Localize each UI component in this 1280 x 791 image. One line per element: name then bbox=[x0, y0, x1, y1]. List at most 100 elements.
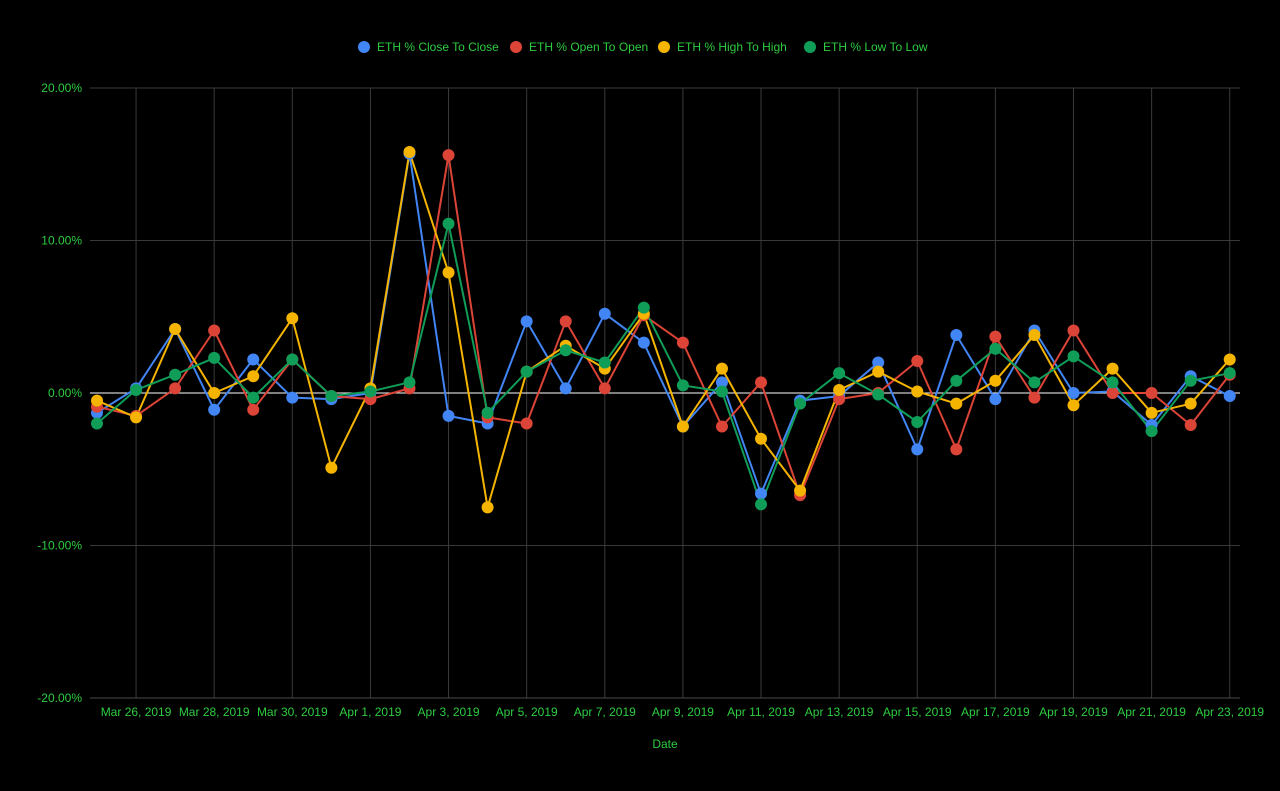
y-tick-label: 20.00% bbox=[41, 81, 82, 95]
data-point-series-2[interactable] bbox=[1028, 391, 1041, 404]
data-point-series-1[interactable] bbox=[598, 307, 611, 320]
data-point-series-3[interactable] bbox=[286, 312, 299, 325]
data-point-series-4[interactable] bbox=[442, 217, 455, 230]
data-point-series-1[interactable] bbox=[989, 393, 1002, 406]
data-point-series-2[interactable] bbox=[950, 443, 963, 456]
data-point-series-4[interactable] bbox=[559, 344, 572, 357]
legend-item[interactable]: ETH % Low To Low bbox=[804, 40, 928, 54]
data-point-series-3[interactable] bbox=[989, 374, 1002, 387]
data-point-series-4[interactable] bbox=[130, 383, 143, 396]
data-point-series-2[interactable] bbox=[1145, 387, 1158, 399]
data-point-series-3[interactable] bbox=[911, 385, 924, 398]
data-point-series-2[interactable] bbox=[1067, 324, 1080, 337]
data-point-series-3[interactable] bbox=[872, 365, 885, 378]
data-point-series-3[interactable] bbox=[1184, 397, 1197, 410]
data-point-series-2[interactable] bbox=[911, 354, 924, 367]
data-point-series-1[interactable] bbox=[755, 487, 768, 500]
data-point-series-4[interactable] bbox=[1145, 425, 1158, 438]
data-point-series-3[interactable] bbox=[833, 383, 846, 396]
data-point-series-2[interactable] bbox=[208, 324, 221, 337]
data-point-series-2[interactable] bbox=[676, 336, 689, 349]
data-point-series-3[interactable] bbox=[1145, 406, 1158, 419]
data-point-series-4[interactable] bbox=[1223, 367, 1236, 380]
data-point-series-4[interactable] bbox=[481, 406, 494, 419]
legend-item[interactable]: ETH % Open To Open bbox=[510, 40, 648, 54]
data-point-series-1[interactable] bbox=[872, 356, 885, 369]
data-point-series-2[interactable] bbox=[520, 417, 533, 430]
data-point-series-3[interactable] bbox=[1223, 353, 1236, 366]
data-point-series-4[interactable] bbox=[91, 417, 103, 430]
data-point-series-1[interactable] bbox=[442, 409, 455, 422]
data-point-series-4[interactable] bbox=[598, 356, 611, 369]
data-point-series-1[interactable] bbox=[286, 391, 299, 404]
data-point-series-1[interactable] bbox=[715, 376, 728, 389]
data-point-series-1[interactable] bbox=[637, 336, 650, 349]
data-point-series-2[interactable] bbox=[755, 376, 768, 389]
data-point-series-3[interactable] bbox=[481, 501, 494, 514]
data-point-series-2[interactable] bbox=[715, 420, 728, 433]
data-point-series-4[interactable] bbox=[1067, 350, 1080, 363]
data-point-series-4[interactable] bbox=[911, 415, 924, 428]
data-point-series-3[interactable] bbox=[715, 362, 728, 375]
data-point-series-4[interactable] bbox=[950, 374, 963, 387]
data-point-series-3[interactable] bbox=[325, 461, 338, 474]
data-point-series-4[interactable] bbox=[1184, 374, 1197, 387]
legend-swatch bbox=[510, 41, 522, 53]
data-point-series-3[interactable] bbox=[208, 387, 221, 399]
y-tick-label: -10.00% bbox=[37, 539, 82, 553]
data-point-series-3[interactable] bbox=[1028, 329, 1041, 342]
data-point-series-4[interactable] bbox=[1106, 376, 1119, 389]
data-point-series-4[interactable] bbox=[169, 368, 182, 381]
data-point-series-1[interactable] bbox=[911, 443, 924, 456]
data-point-series-2[interactable] bbox=[169, 382, 182, 395]
data-point-series-4[interactable] bbox=[403, 376, 416, 389]
data-point-series-3[interactable] bbox=[403, 146, 416, 159]
data-point-series-4[interactable] bbox=[637, 301, 650, 314]
data-point-series-2[interactable] bbox=[833, 393, 846, 406]
data-point-series-3[interactable] bbox=[755, 432, 768, 445]
data-point-series-1[interactable] bbox=[208, 403, 221, 416]
data-point-series-3[interactable] bbox=[91, 394, 103, 407]
data-point-series-2[interactable] bbox=[1184, 419, 1197, 432]
data-point-series-4[interactable] bbox=[833, 367, 846, 380]
data-point-series-3[interactable] bbox=[1106, 362, 1119, 375]
data-point-series-3[interactable] bbox=[676, 420, 689, 433]
data-point-series-4[interactable] bbox=[364, 385, 377, 398]
data-point-series-4[interactable] bbox=[286, 353, 299, 366]
data-point-series-3[interactable] bbox=[169, 322, 182, 335]
data-point-series-4[interactable] bbox=[872, 388, 885, 401]
data-point-series-4[interactable] bbox=[715, 385, 728, 398]
data-point-series-2[interactable] bbox=[247, 403, 260, 416]
data-point-series-4[interactable] bbox=[755, 498, 768, 511]
series-line-4 bbox=[96, 222, 1230, 506]
data-point-series-4[interactable] bbox=[208, 351, 221, 364]
data-point-series-2[interactable] bbox=[559, 315, 572, 328]
data-point-series-4[interactable] bbox=[794, 397, 807, 410]
data-point-series-4[interactable] bbox=[1028, 376, 1041, 389]
data-point-series-1[interactable] bbox=[559, 382, 572, 395]
legend-item[interactable]: ETH % Close To Close bbox=[358, 40, 499, 54]
data-point-series-2[interactable] bbox=[1106, 387, 1119, 399]
data-point-series-3[interactable] bbox=[442, 266, 455, 279]
data-point-series-4[interactable] bbox=[520, 365, 533, 378]
data-point-series-4[interactable] bbox=[989, 342, 1002, 355]
data-point-series-4[interactable] bbox=[676, 379, 689, 392]
data-point-series-1[interactable] bbox=[1223, 390, 1236, 403]
data-point-series-3[interactable] bbox=[1067, 399, 1080, 412]
data-point-series-4[interactable] bbox=[247, 391, 260, 404]
data-point-series-1[interactable] bbox=[520, 315, 533, 328]
data-point-series-3[interactable] bbox=[950, 397, 963, 410]
data-point-series-1[interactable] bbox=[950, 329, 963, 342]
data-point-series-3[interactable] bbox=[247, 370, 260, 383]
data-point-series-3[interactable] bbox=[794, 484, 807, 497]
data-point-series-1[interactable] bbox=[247, 353, 260, 366]
data-point-series-3[interactable] bbox=[130, 411, 143, 424]
data-point-series-2[interactable] bbox=[442, 149, 455, 162]
data-point-series-4[interactable] bbox=[325, 390, 338, 403]
x-tick-label: Mar 26, 2019 bbox=[101, 705, 172, 719]
data-point-series-2[interactable] bbox=[989, 330, 1002, 343]
data-point-series-1[interactable] bbox=[1067, 387, 1080, 399]
data-point-series-2[interactable] bbox=[598, 382, 611, 395]
legend-item[interactable]: ETH % High To High bbox=[658, 40, 787, 54]
